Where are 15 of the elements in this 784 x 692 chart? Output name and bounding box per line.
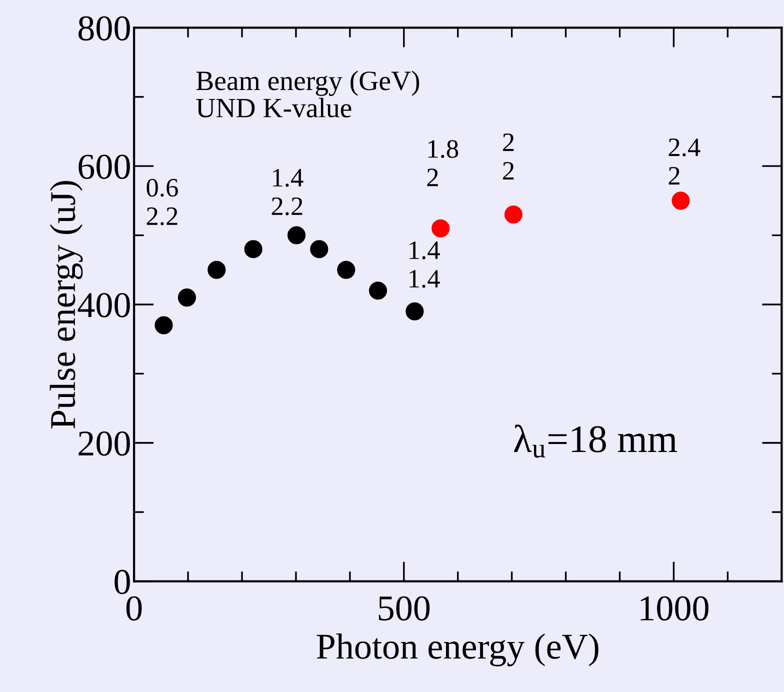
annotation: 2 2 [503, 134, 514, 180]
y-tick-label: 800 [78, 16, 130, 41]
y-tick-label: 200 [78, 431, 130, 456]
annotation: Beam energy (GeV) UND K-value [196, 70, 420, 118]
annotation: 0.6 2.2 [146, 178, 178, 226]
annotation: 2.4 2 [668, 138, 700, 184]
y-tick-label: 600 [78, 154, 130, 179]
annotation: 1.8 2 [427, 140, 458, 186]
annotation: 1.4 1.4 [410, 242, 440, 288]
x-tick-label: 500 [378, 596, 430, 621]
y-tick-label: 0 [114, 570, 130, 594]
annotation: λ$_{u}$=18 mm [514, 424, 678, 458]
x-axis-title: Photon energy (eV) [316, 633, 598, 666]
x-tick-label: 1000 [640, 596, 708, 621]
annotation: 1.4 2.2 [272, 168, 304, 216]
